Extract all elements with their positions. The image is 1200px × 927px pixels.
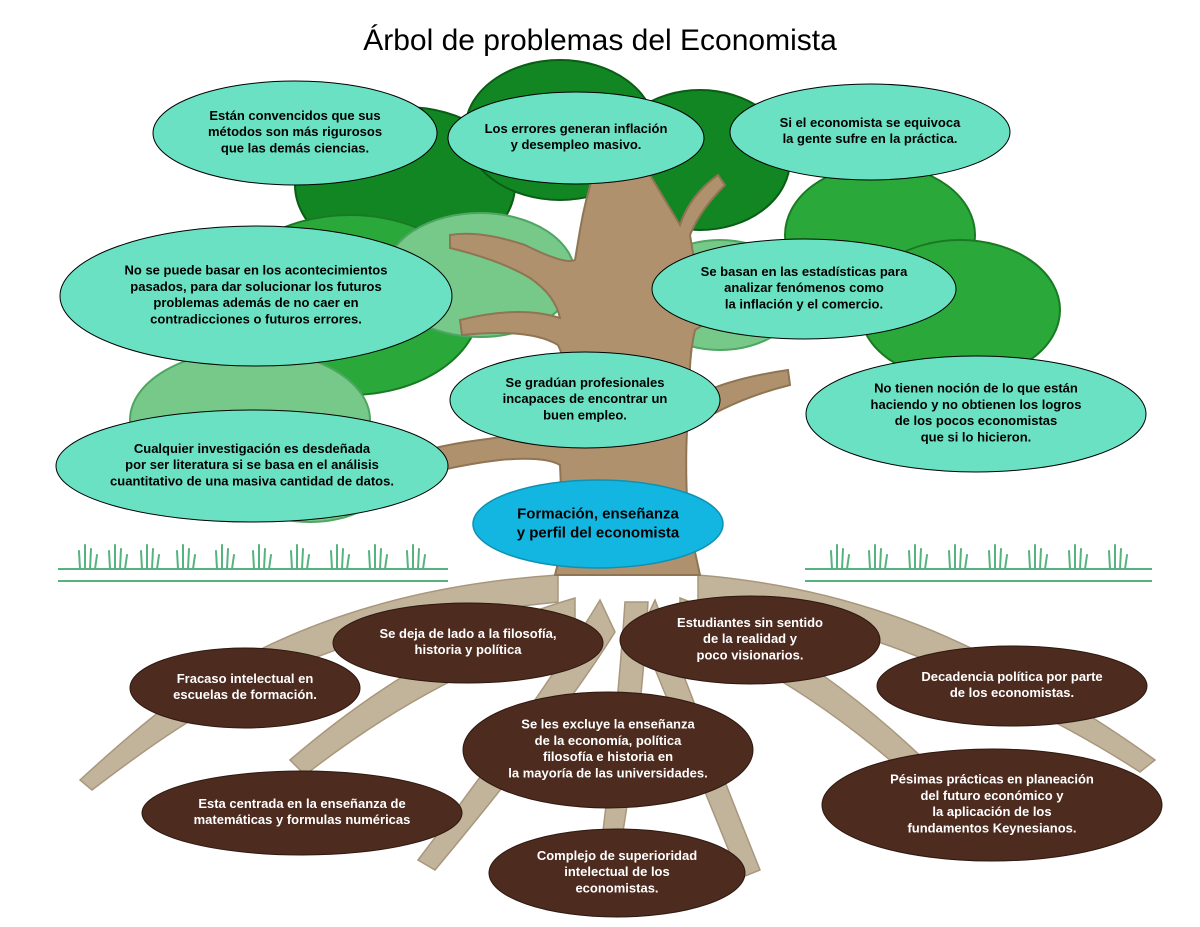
grass-tuft xyxy=(95,555,97,569)
leaf-research: Cualquier investigación es desdeñadapor … xyxy=(56,410,448,522)
grass-tuft xyxy=(949,551,950,569)
leaf-suffer: Si el economista se equivocala gente suf… xyxy=(730,84,1010,180)
grass-tuft xyxy=(831,551,832,569)
grass-tuft xyxy=(880,549,881,569)
grass-tuft xyxy=(920,549,921,569)
root-exclusion: Se les excluye la enseñanzade la economí… xyxy=(463,692,753,808)
grass-tuft xyxy=(885,555,887,569)
leaf-conviction: Están convencidos que susmétodos son más… xyxy=(153,81,437,185)
grass-tuft xyxy=(989,551,990,569)
grass-tuft xyxy=(960,549,961,569)
grass-tuft xyxy=(1005,555,1007,569)
grass-tuft xyxy=(232,555,234,569)
root-philosophy: Se deja de lado a la filosofía,historia … xyxy=(333,603,603,683)
grass-tuft xyxy=(380,549,381,569)
grass-tuft xyxy=(423,555,425,569)
grass-tuft xyxy=(216,551,217,569)
grass-tuft xyxy=(925,555,927,569)
grass-tuft xyxy=(1029,551,1030,569)
leaf-stats: Se basan en las estadísticas paraanaliza… xyxy=(652,239,956,339)
leaf-graduates: Se gradúan profesionalesincapaces de enc… xyxy=(450,352,720,448)
grass-tuft xyxy=(407,551,408,569)
grass-tuft xyxy=(188,549,189,569)
leaf-errors: Los errores generan inflacióny desempleo… xyxy=(448,92,704,184)
grass-tuft xyxy=(1120,549,1121,569)
grass-tuft xyxy=(1085,555,1087,569)
root-practices: Pésimas prácticas en planeacióndel futur… xyxy=(822,749,1162,861)
grass-tuft xyxy=(331,551,332,569)
grass-tuft xyxy=(418,549,419,569)
grass-tuft xyxy=(1000,549,1001,569)
grass-tuft xyxy=(193,555,195,569)
grass-tuft xyxy=(909,551,910,569)
grass-tuft xyxy=(227,549,228,569)
root-decadence: Decadencia política por partede los econ… xyxy=(877,646,1147,726)
center-node: Formación, enseñanzay perfil del economi… xyxy=(473,480,723,568)
grass-tuft xyxy=(369,551,370,569)
root-node-label: Esta centrada en la enseñanza dematemáti… xyxy=(194,796,411,827)
grass-tuft xyxy=(253,551,254,569)
grass-tuft xyxy=(1069,551,1070,569)
grass-tuft xyxy=(385,555,387,569)
grass-tuft xyxy=(1045,555,1047,569)
leaf-node-label: Están convencidos que susmétodos son más… xyxy=(208,108,382,156)
grass-tuft xyxy=(1080,549,1081,569)
grass-tuft xyxy=(842,549,843,569)
root-node-label: Fracaso intelectual enescuelas de formac… xyxy=(173,671,317,702)
leaf-past: No se puede basar en los acontecimientos… xyxy=(60,226,452,366)
grass-tuft xyxy=(307,555,309,569)
grass-tuft xyxy=(342,549,343,569)
center-node-label: Formación, enseñanzay perfil del economi… xyxy=(517,506,680,542)
problem-tree-diagram: Árbol de problemas del Economista Están c… xyxy=(0,0,1200,927)
grass-tuft xyxy=(1125,555,1127,569)
grass-tuft xyxy=(347,555,349,569)
root-math: Esta centrada en la enseñanza dematemáti… xyxy=(142,771,462,855)
grass-tuft xyxy=(965,555,967,569)
root-failure: Fracaso intelectual enescuelas de formac… xyxy=(130,648,360,728)
grass-tuft xyxy=(79,551,80,569)
grass-tuft xyxy=(177,551,178,569)
leaf-node-label: Se basan en las estadísticas paraanaliza… xyxy=(701,264,908,312)
leaf-node-label: No se puede basar en los acontecimientos… xyxy=(125,263,388,327)
root-students: Estudiantes sin sentidode la realidad yp… xyxy=(620,596,880,684)
grass-tuft xyxy=(120,549,121,569)
grass-tuft xyxy=(269,555,271,569)
grass-tuft xyxy=(847,555,849,569)
grass-tuft xyxy=(157,555,159,569)
grass-tuft xyxy=(1109,551,1110,569)
root-superiority: Complejo de superioridadintelectual de l… xyxy=(489,829,745,917)
grass-tuft xyxy=(302,549,303,569)
grass-tuft xyxy=(125,555,127,569)
leaf-node-label: Cualquier investigación es desdeñadapor … xyxy=(110,441,394,489)
grass-tuft xyxy=(869,551,870,569)
leaf-node-label: Si el economista se equivocala gente suf… xyxy=(780,115,961,146)
grass-tuft xyxy=(152,549,153,569)
grass-tuft xyxy=(264,549,265,569)
leaf-notion: No tienen noción de lo que estánhaciendo… xyxy=(806,356,1146,472)
grass-tuft xyxy=(1040,549,1041,569)
leaf-node-label: Los errores generan inflacióny desempleo… xyxy=(485,121,668,152)
grass-tuft xyxy=(90,549,91,569)
grass-tuft xyxy=(109,551,110,569)
grass-tuft xyxy=(291,551,292,569)
diagram-title: Árbol de problemas del Economista xyxy=(363,24,837,57)
grass-tuft xyxy=(141,551,142,569)
